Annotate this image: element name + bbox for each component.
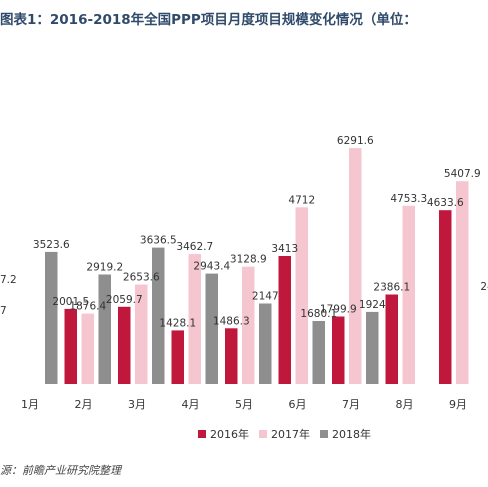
data-label: 3462.7 (176, 241, 213, 253)
legend-swatch-2016 (198, 430, 206, 438)
bar-2018年-6月 (312, 321, 325, 384)
data-label: 3523.6 (33, 239, 70, 251)
data-label: 2653.6 (123, 272, 160, 284)
data-label: 4633.6 (427, 197, 464, 209)
x-tick-label: 6月 (289, 398, 307, 411)
x-tick-label: 8月 (396, 398, 414, 411)
data-label: 5407.9 (444, 168, 481, 180)
source-note: 源：前瞻产业研究院整理 (0, 464, 121, 477)
bar-2018年-2月 (98, 274, 111, 384)
data-label: 1428.1 (159, 317, 196, 329)
x-tick-labels-layer: 1月2月3月4月5月6月7月8月9月10 (21, 398, 467, 411)
data-label: 1876.4 (69, 301, 106, 313)
legend: 2016年 2017年 2018年 (198, 426, 371, 442)
bar-2018年-5月 (259, 303, 272, 384)
bar-2016年-6月 (278, 256, 291, 384)
data-label: 4712 (288, 194, 315, 206)
bar-2016年-9月 (439, 210, 452, 384)
bar-2018年-4月 (205, 273, 218, 384)
x-tick-label: 3月 (128, 398, 146, 411)
data-label: 2943.4 (193, 261, 230, 273)
x-tick-label: 7月 (342, 398, 360, 411)
bar-2016年-4月 (171, 330, 184, 384)
data-label: 1924 (359, 299, 386, 311)
x-tick-label: 9月 (449, 398, 467, 411)
bar-2018年-1月 (45, 251, 58, 384)
bar-2018年-3月 (152, 247, 165, 384)
legend-swatch-2018 (320, 430, 328, 438)
data-label: 2001.5 (52, 296, 89, 308)
data-label: 3128.9 (230, 254, 267, 266)
x-tick-label: 4月 (182, 398, 200, 411)
bar-2016年-5月 (225, 328, 238, 384)
data-label: 2919.2 (86, 262, 123, 274)
bar-2017年-8月 (402, 205, 415, 384)
data-label: 4753.3 (390, 193, 427, 205)
x-tick-label: 2月 (75, 398, 93, 411)
x-tick-label: 5月 (235, 398, 253, 411)
legend-item-2017: 2017年 (259, 426, 310, 442)
data-label: 1486.3 (213, 315, 250, 327)
data-label: 6291.6 (337, 135, 374, 147)
data-label: 2402.2 (480, 281, 488, 293)
legend-label-2018: 2018年 (332, 428, 371, 441)
legend-item-2018: 2018年 (320, 426, 371, 442)
legend-label-2017: 2017年 (271, 428, 310, 441)
x-tick-label: 1月 (21, 398, 39, 411)
chart-title: 图表1：2016-2018年全国PPP项目月度项目规模变化情况（单位： (0, 12, 417, 28)
bars-layer (45, 148, 469, 384)
data-label: 3636.5 (140, 235, 177, 247)
bar-2017年-5月 (242, 266, 255, 384)
data-label: 2147 (252, 291, 279, 303)
data-label: 1799.9 (320, 304, 357, 316)
legend-swatch-2017 (259, 430, 267, 438)
data-label-partial: 7.2 (0, 274, 17, 286)
bar-2018年-7月 (366, 311, 379, 384)
legend-label-2016: 2016年 (210, 428, 249, 441)
data-label: 1680.1 (300, 308, 337, 320)
bar-2017年-9月 (456, 181, 469, 384)
bar-2017年-3月 (135, 284, 148, 384)
bar-2017年-2月 (81, 313, 94, 384)
data-label: 2059.7 (106, 294, 143, 306)
bar-2016年-3月 (118, 306, 131, 384)
data-label: 2386.1 (373, 282, 410, 294)
legend-item-2016: 2016年 (198, 426, 249, 442)
data-label: 3413 (271, 243, 298, 255)
bar-2017年-4月 (188, 254, 201, 384)
bar-2016年-8月 (385, 294, 398, 384)
bar-2017年-6月 (295, 207, 308, 384)
data-label-partial: 7 (0, 305, 7, 317)
bar-2016年-7月 (332, 316, 345, 384)
bar-2017年-7月 (349, 148, 362, 384)
bar-2016年-2月 (64, 308, 77, 384)
